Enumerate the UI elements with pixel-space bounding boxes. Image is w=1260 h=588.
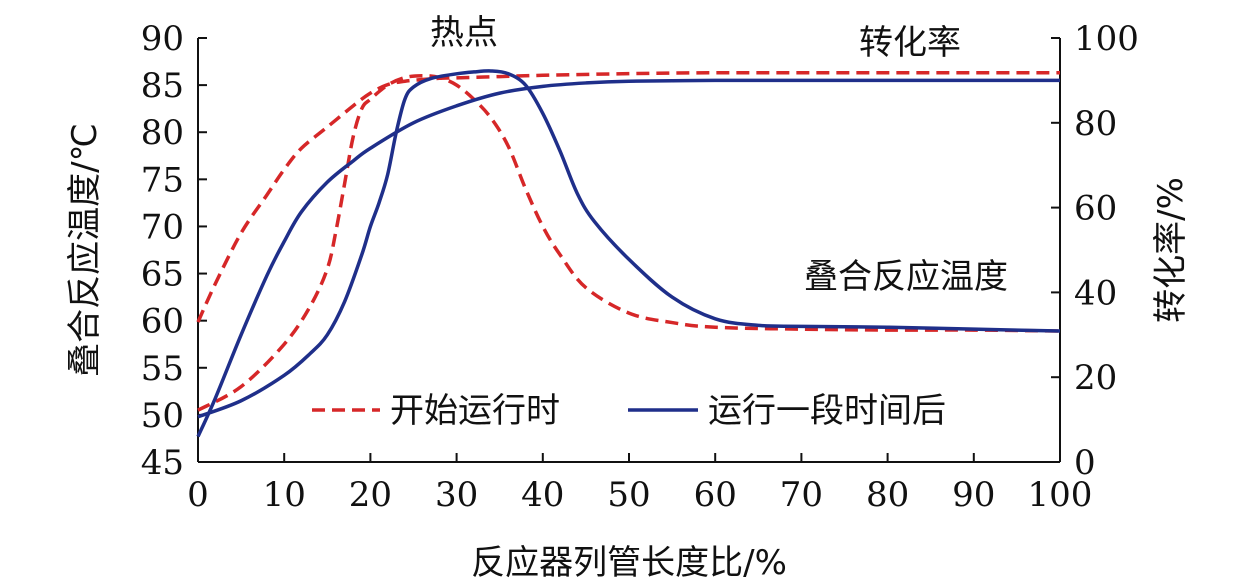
x-tick-label: 70 [780,475,823,515]
conversion-annotation: 转化率 [859,23,961,63]
x-tick-label: 100 [1028,475,1093,515]
y-axis-title-right: 转化率/% [1151,177,1191,323]
x-tick-label: 80 [866,475,909,515]
y-left-tick-label: 45 [141,443,184,483]
y-left-tick-label: 50 [141,396,184,436]
x-tick-label: 30 [435,475,478,515]
x-tick-label: 0 [187,475,209,515]
x-tick-label: 10 [263,475,306,515]
y-left-tick-label: 90 [141,19,184,59]
x-tick-label: 90 [952,475,995,515]
y-left-tick-label: 80 [141,113,184,153]
legend: 开始运行时 运行一段时间后 [312,391,946,431]
series-line-after-temperature [197,69,1061,419]
series-line-after-conversion [196,78,1060,438]
y-left-tick-label: 55 [141,349,184,389]
ticks: 0 10 20 30 40 50 60 70 80 90 100 45 50 55 60 65 70 75 80 85… [141,19,1139,515]
y-right-tick-label: 100 [1074,19,1139,59]
legend-label-initial: 开始运行时 [390,391,560,431]
x-tick-label: 50 [607,475,650,515]
y-left-tick-label: 75 [141,160,184,200]
x-tick-label: 20 [349,475,392,515]
hot-spot-annotation: 热点 [430,13,498,53]
y-right-tick-label: 20 [1074,358,1117,398]
y-left-tick-label: 65 [141,255,184,295]
y-left-tick-label: 85 [141,66,184,106]
x-tick-label: 60 [694,475,737,515]
temperature-annotation: 叠合反应温度 [804,257,1008,297]
series-line-initial-conversion [196,70,1060,323]
x-axis-title: 反应器列管长度比/% [471,543,787,583]
legend-label-after: 运行一段时间后 [708,391,946,431]
series-line-initial-temperature [197,73,1061,412]
y-right-tick-label: 40 [1074,273,1117,313]
x-tick-label: 40 [521,475,564,515]
y-right-tick-label: 80 [1074,104,1117,144]
y-left-tick-label: 60 [141,302,184,342]
y-left-tick-label: 70 [141,207,184,247]
y-right-tick-label: 0 [1074,443,1096,483]
y-axis-title-left: 叠合反应温度/℃ [65,123,105,377]
y-right-tick-label: 60 [1074,189,1117,229]
series-layer [196,69,1061,438]
